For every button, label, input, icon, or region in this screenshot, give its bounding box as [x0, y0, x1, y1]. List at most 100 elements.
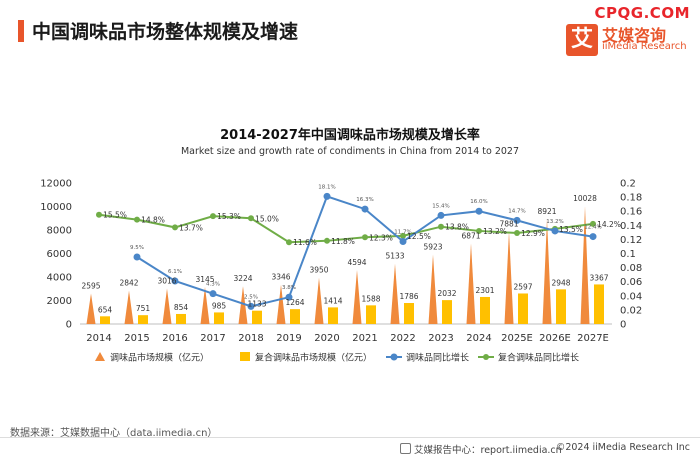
market-size-label: 10028 [573, 194, 597, 203]
x-tick-label: 2020 [314, 333, 339, 344]
market-size-label: 3224 [233, 274, 252, 283]
compound-growth-marker [286, 239, 292, 246]
compound-size-bar [100, 316, 110, 324]
market-size-spike [542, 219, 552, 324]
market-size-label: 2842 [119, 279, 138, 288]
compound-size-label: 1414 [323, 296, 342, 305]
compound-growth-label: 13.2% [483, 227, 507, 236]
y-right-tick-label: 0.08 [620, 263, 642, 274]
footer-divider [0, 437, 700, 438]
compound-size-bar [214, 312, 224, 324]
compound-growth-label: 13.5% [559, 225, 583, 234]
market-size-spike [352, 270, 362, 324]
x-tick-label: 2018 [238, 333, 263, 344]
site-url: CPQG.COM [594, 4, 690, 22]
market-growth-label: 11.7% [394, 230, 411, 236]
compound-size-bar [138, 315, 148, 324]
report-icon [400, 443, 411, 454]
market-size-spike [86, 293, 96, 324]
report-center-text: 艾媒报告中心：report.iimedia.cn [414, 445, 562, 456]
brand-logo: 艾 [566, 24, 598, 56]
compound-size-label: 3367 [589, 273, 608, 282]
market-growth-label: 15.4% [432, 203, 449, 209]
legend-swatch-compound-growth-marker [483, 354, 489, 360]
market-growth-label: 18.1% [318, 184, 335, 190]
compound-size-label: 2301 [475, 286, 494, 295]
compound-size-label: 751 [136, 304, 151, 313]
market-growth-label: 9.5% [130, 245, 144, 251]
legend-swatch-market-growth-marker [390, 353, 398, 361]
compound-growth-label: 12.3% [369, 233, 393, 242]
compound-growth-marker [362, 234, 368, 241]
market-size-spike [238, 286, 248, 324]
legend-label-market-size: 调味品市场规模（亿元） [110, 352, 209, 364]
compound-size-bar [442, 300, 452, 324]
compound-growth-marker [134, 216, 140, 223]
market-growth-label: 16.3% [356, 197, 373, 203]
compound-growth-marker [248, 215, 254, 222]
compound-growth-label: 12.5% [407, 232, 431, 241]
y-right-tick-label: 0.04 [620, 291, 642, 302]
x-tick-label: 2027E [577, 333, 609, 344]
y-right-tick-label: 0.2 [620, 179, 636, 190]
market-size-label: 6871 [461, 231, 480, 240]
copyright: ©2024 iiMedia Research Inc [555, 442, 690, 453]
compound-size-label: 2032 [437, 289, 456, 298]
y-right-tick-label: 0.14 [620, 221, 642, 232]
y-left-tick-label: 4000 [47, 273, 72, 284]
compound-size-bar [594, 284, 604, 324]
compound-growth-marker [210, 213, 216, 220]
compound-size-bar [366, 305, 376, 324]
x-tick-label: 2014 [86, 333, 111, 344]
compound-size-bar [290, 309, 300, 324]
market-growth-marker [475, 207, 483, 215]
compound-growth-label: 11.8% [331, 237, 355, 246]
market-growth-label: 2.5% [244, 294, 258, 300]
market-size-label: 5923 [423, 242, 442, 251]
market-size-spike [162, 288, 172, 324]
market-size-label: 3016 [157, 277, 176, 286]
x-tick-label: 2022 [390, 333, 415, 344]
y-right-tick-label: 0.02 [620, 305, 642, 316]
market-size-spike [390, 263, 400, 324]
compound-growth-label: 13.8% [445, 223, 469, 232]
y-left-tick-label: 2000 [47, 296, 72, 307]
market-growth-label: 14.7% [508, 208, 525, 214]
y-left-tick-label: 10000 [40, 202, 72, 213]
market-growth-marker [513, 216, 521, 224]
market-growth-marker [171, 277, 179, 285]
market-size-label: 3145 [195, 275, 214, 284]
chart-title: 2014-2027年中国调味品市场规模及增长率 [220, 128, 480, 143]
compound-growth-label: 14.2% [597, 220, 621, 229]
x-tick-label: 2024 [466, 333, 491, 344]
market-size-spike [314, 277, 324, 324]
market-size-spike [428, 254, 438, 324]
compound-growth-label: 15.0% [255, 214, 279, 223]
market-size-spike [124, 290, 134, 324]
market-growth-label: 4.3% [206, 282, 220, 288]
report-center: 艾媒报告中心：report.iimedia.cn [400, 442, 562, 456]
compound-size-label: 1588 [361, 294, 380, 303]
x-tick-label: 2015 [124, 333, 149, 344]
legend-label-compound-growth: 复合调味品同比增长 [498, 352, 579, 364]
market-growth-marker [247, 302, 255, 310]
market-growth-marker [551, 227, 559, 235]
compound-size-bar [328, 307, 338, 324]
compound-growth-marker [172, 224, 178, 231]
market-size-label: 5133 [385, 252, 404, 261]
y-left-tick-label: 8000 [47, 226, 72, 237]
market-size-label: 4594 [347, 258, 366, 267]
market-size-spike [580, 206, 590, 324]
chart-subtitle: Market size and growth rate of condiment… [180, 146, 519, 157]
y-left-tick-label: 0 [66, 320, 72, 331]
compound-size-bar [518, 293, 528, 324]
brand-name: 艾媒咨询 [602, 26, 667, 45]
compound-growth-marker [96, 211, 102, 218]
market-size-spike [504, 231, 514, 324]
market-growth-marker [285, 293, 293, 301]
y-right-tick-label: 0.16 [620, 207, 642, 218]
compound-size-label: 654 [98, 305, 113, 314]
x-tick-label: 2026E [539, 333, 571, 344]
compound-growth-marker [438, 223, 444, 230]
page-title: 中国调味品市场整体规模及增速 [32, 21, 299, 43]
